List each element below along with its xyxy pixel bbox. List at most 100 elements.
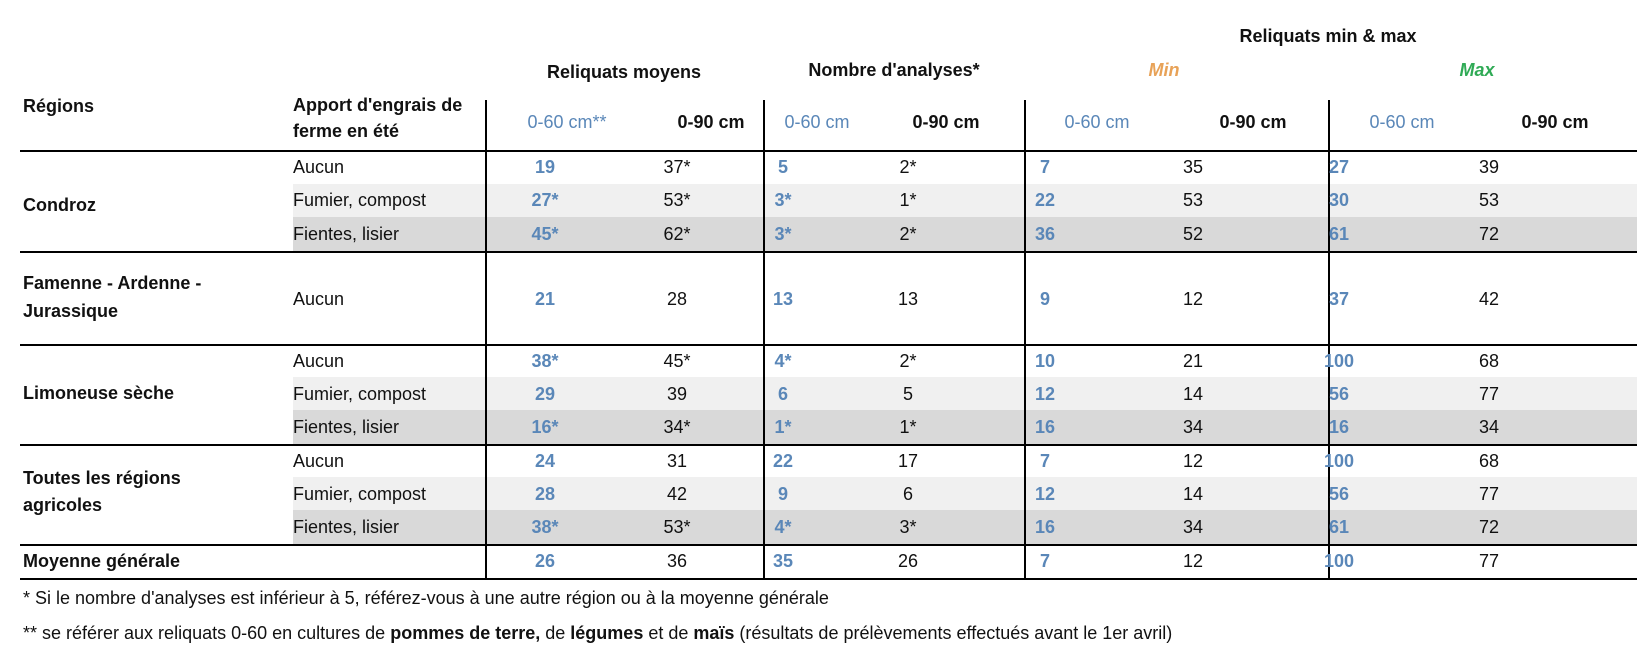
min-090-cell: 34 <box>1182 517 1204 537</box>
min-090-cell: 52 <box>1182 224 1204 244</box>
subheader-analyses-060: 0-60 cm <box>784 112 850 132</box>
region-label-toutes-line1: Toutes les régions <box>23 468 181 488</box>
max-060-cell: 16 <box>1328 417 1350 437</box>
apport-cell: Fumier, compost <box>293 384 427 404</box>
min-060-cell: 16 <box>1034 517 1056 537</box>
moyens-060-cell: 38* <box>531 517 559 537</box>
moyens-090-cell: 53* <box>663 517 691 537</box>
moyens-090-cell: 34* <box>663 417 691 437</box>
column-rule <box>1328 100 1330 578</box>
max-060-cell: 61 <box>1328 517 1350 537</box>
subheader-max-060: 0-60 cm <box>1369 112 1435 132</box>
max-090-cell: 72 <box>1478 224 1500 244</box>
header-apport-line2: ferme en été <box>293 121 400 141</box>
group-header-analyses: Nombre d'analyses* <box>808 60 980 80</box>
apport-cell: Fientes, lisier <box>293 517 400 537</box>
moyens-060-cell: 45* <box>531 224 559 244</box>
analyses-090-cell: 17 <box>897 451 919 471</box>
analyses-060-cell: 13 <box>772 289 794 309</box>
analyses-060-cell: 9 <box>777 484 789 504</box>
row-shade-light <box>293 477 1637 510</box>
analyses-090-cell: 2* <box>899 157 917 177</box>
max-060-cell: 56 <box>1328 484 1350 504</box>
min-060-cell: 10 <box>1034 351 1056 371</box>
min-090-cell: 21 <box>1182 351 1204 371</box>
footnote-2-bold: légumes <box>570 623 644 643</box>
apport-cell: Aucun <box>293 351 345 371</box>
moyens-090-cell: 45* <box>663 351 691 371</box>
group-header-moyens: Reliquats moyens <box>546 62 702 82</box>
analyses-060-cell: 22 <box>772 451 794 471</box>
analyses-060-cell: 1* <box>774 417 792 437</box>
analyses-090-cell: 1* <box>899 417 917 437</box>
moyens-060-cell: 38* <box>531 351 559 371</box>
max-060-cell: 37 <box>1328 289 1350 309</box>
min-090-cell: 53 <box>1182 190 1204 210</box>
analyses-090-cell: 2* <box>899 351 917 371</box>
moyens-060-cell: 16* <box>531 417 559 437</box>
max-090-cell: 68 <box>1478 351 1500 371</box>
subheader-analyses-090: 0-90 cm <box>912 112 980 132</box>
top-title: Reliquats min & max <box>1239 26 1417 46</box>
min-090-cell: 12 <box>1182 289 1204 309</box>
max-060-cell: 61 <box>1328 224 1350 244</box>
region-label-famenne-line2: Jurassique <box>23 301 119 321</box>
apport-cell: Aucun <box>293 451 345 471</box>
analyses-090-cell: 3* <box>899 517 917 537</box>
footnote-2-bold: pommes de terre, <box>390 623 541 643</box>
region-label-limoneuse: Limoneuse sèche <box>23 383 175 403</box>
analyses-060-cell: 3* <box>774 190 792 210</box>
max-090-cell: 77 <box>1478 484 1500 504</box>
moyens-060-cell: 29 <box>534 384 556 404</box>
min-060-cell: 22 <box>1034 190 1056 210</box>
header-rule <box>20 150 1637 152</box>
min-060-cell: 7 <box>1039 451 1051 471</box>
analyses-090-cell: 13 <box>897 289 919 309</box>
footnote-2-part: (résultats de prélèvements effectués ava… <box>734 623 1173 643</box>
apport-cell: Fumier, compost <box>293 484 427 504</box>
min-090-cell: 14 <box>1182 484 1204 504</box>
region-label-famenne-line1: Famenne - Ardenne - <box>23 273 202 293</box>
moyens-090-cell: 37* <box>663 157 691 177</box>
group-rule <box>20 344 1637 346</box>
group-rule <box>20 544 1637 546</box>
header-regions: Régions <box>23 96 95 116</box>
analyses-090-cell: 5 <box>902 384 914 404</box>
analyses-090-cell: 1* <box>899 190 917 210</box>
footnote-2-bold: maïs <box>693 623 735 643</box>
footnote-2-part: ** se référer aux reliquats 0-60 en cult… <box>23 623 391 643</box>
max-060-cell: 100 <box>1323 551 1355 571</box>
region-label-moyenne: Moyenne générale <box>23 551 181 571</box>
analyses-060-cell: 35 <box>772 551 794 571</box>
max-090-cell: 77 <box>1478 551 1500 571</box>
min-060-cell: 7 <box>1039 551 1051 571</box>
min-060-cell: 7 <box>1039 157 1051 177</box>
analyses-060-cell: 4* <box>774 517 792 537</box>
apport-cell: Aucun <box>293 289 345 309</box>
analyses-060-cell: 5 <box>777 157 789 177</box>
min-090-cell: 12 <box>1182 551 1204 571</box>
subheader-min-090: 0-90 cm <box>1219 112 1287 132</box>
apport-cell: Fientes, lisier <box>293 224 400 244</box>
row-shade-light <box>293 377 1637 410</box>
analyses-090-cell: 26 <box>897 551 919 571</box>
moyens-060-cell: 26 <box>534 551 556 571</box>
min-060-cell: 36 <box>1034 224 1056 244</box>
max-090-cell: 68 <box>1478 451 1500 471</box>
footnote-2: ** se référer aux reliquats 0-60 en cult… <box>23 624 1172 642</box>
max-090-cell: 53 <box>1478 190 1500 210</box>
analyses-090-cell: 6 <box>902 484 914 504</box>
moyens-090-cell: 31 <box>666 451 688 471</box>
analyses-060-cell: 4* <box>774 351 792 371</box>
min-060-cell: 12 <box>1034 384 1056 404</box>
footnote-2-part: et de <box>643 623 694 643</box>
max-090-cell: 72 <box>1478 517 1500 537</box>
max-090-cell: 34 <box>1478 417 1500 437</box>
apport-cell: Fientes, lisier <box>293 417 400 437</box>
subheader-moyens-060: 0-60 cm** <box>527 112 607 132</box>
row-shade-dark <box>293 217 1637 251</box>
header-apport-line1: Apport d'engrais de <box>293 95 463 115</box>
bottom-rule <box>20 578 1637 580</box>
region-label-toutes-line2: agricoles <box>23 495 103 515</box>
